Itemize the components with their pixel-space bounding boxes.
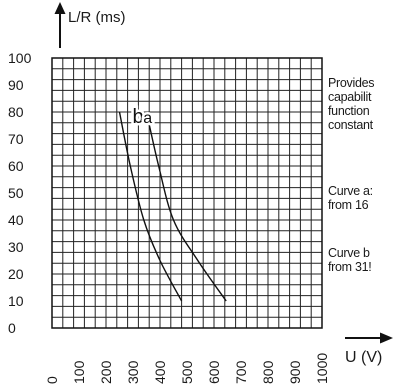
y-tick-labels: 0 10 20 30 40 50 60 70 80 90 100 <box>8 50 32 336</box>
side-line: from 31! <box>328 260 372 274</box>
curve-b <box>118 111 183 302</box>
y-tick-label: 40 <box>8 212 24 228</box>
x-tick-label: 700 <box>233 360 249 384</box>
side-line: Curve a: <box>328 184 373 198</box>
x-tick-label: 300 <box>125 360 141 384</box>
side-text-para1: Provides capabilit function constant <box>328 76 393 132</box>
side-line: from 16 <box>328 198 369 212</box>
curve-label-a: a <box>143 110 152 127</box>
x-tick-label: 800 <box>260 360 276 384</box>
side-line: Curve b <box>328 246 370 260</box>
y-tick-label: 20 <box>8 266 24 282</box>
side-line: Provides <box>328 76 375 90</box>
y-tick-label: 90 <box>8 77 24 93</box>
axis-arrows <box>54 2 393 344</box>
x-tick-label: 200 <box>98 360 114 384</box>
y-axis-label: L/R (ms) <box>68 9 126 26</box>
x-tick-labels: 0 100 200 300 400 500 600 700 800 900 1000 <box>44 353 330 384</box>
side-line: capabilit <box>328 90 372 104</box>
x-tick-label: 0 <box>44 376 60 384</box>
y-tick-label: 30 <box>8 239 24 255</box>
x-tick-label: 1000 <box>314 353 330 384</box>
y-tick-label: 10 <box>8 293 24 309</box>
plot-border <box>51 57 323 329</box>
side-text-para2: Curve a: from 16 <box>328 184 393 212</box>
y-tick-label: 80 <box>8 104 24 120</box>
y-axis-arrowhead <box>54 2 66 14</box>
y-tick-label: 100 <box>8 50 32 66</box>
plot-frame <box>51 57 323 329</box>
x-axis-label: U (V) <box>345 349 382 366</box>
curve-a <box>145 111 227 302</box>
x-tick-label: 600 <box>206 360 222 384</box>
chart-grid <box>52 58 322 328</box>
x-axis-arrowhead <box>380 332 393 344</box>
x-tick-label: 100 <box>71 360 87 384</box>
x-tick-label: 400 <box>152 360 168 384</box>
side-text-para3: Curve b from 31! <box>328 246 393 274</box>
y-tick-label: 0 <box>8 320 16 336</box>
side-line: function <box>328 104 370 118</box>
side-line: constant <box>328 118 373 132</box>
x-tick-label: 900 <box>287 360 303 384</box>
curve-label-b: b <box>132 106 143 128</box>
y-tick-label: 60 <box>8 158 24 174</box>
x-tick-label: 500 <box>179 360 195 384</box>
y-tick-label: 70 <box>8 131 24 147</box>
y-tick-label: 50 <box>8 185 24 201</box>
